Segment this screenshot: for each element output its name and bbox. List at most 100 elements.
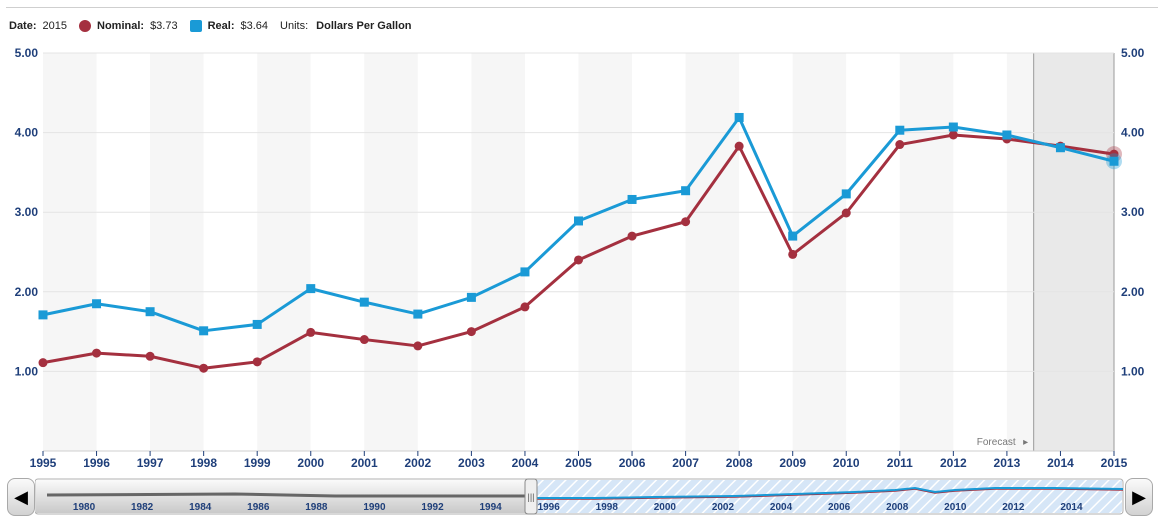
- scroller-tick-label: 2010: [944, 502, 967, 513]
- scroller-tick-label: 1988: [305, 502, 328, 513]
- real-point: [627, 194, 637, 204]
- scroller-tick-label: 1996: [538, 502, 561, 513]
- real-point: [1109, 156, 1119, 166]
- real-point: [895, 125, 905, 135]
- nominal-value: $3.73: [150, 20, 178, 32]
- x-tick-label: 2013: [994, 456, 1021, 470]
- real-label: Real:: [207, 20, 235, 32]
- real-point: [413, 309, 423, 319]
- y-tick-label-left: 2.00: [15, 285, 39, 299]
- year-band: [524, 53, 579, 451]
- real-point: [145, 307, 155, 317]
- scroller-track[interactable]: ||| 1980 1982 1984 1986 1988 1990 1992 1994 1996 1…: [35, 478, 1125, 516]
- scroll-right-button[interactable]: ▶: [1125, 478, 1153, 516]
- y-tick-label-left: 5.00: [15, 46, 39, 60]
- scroll-left-button[interactable]: ◀: [7, 478, 35, 516]
- nominal-point: [681, 217, 691, 227]
- y-axis-right: 1.00 2.00 3.00 4.00 5.00: [1121, 46, 1145, 378]
- year-band: [632, 53, 686, 451]
- x-tick-label: 2005: [565, 456, 592, 470]
- nominal-point: [92, 348, 102, 358]
- nominal-label: Nominal:: [97, 20, 145, 32]
- x-tick-label: 2015: [1101, 456, 1128, 470]
- scroller-tick-label: 1990: [363, 502, 386, 513]
- real-point: [520, 267, 530, 277]
- real-point: [574, 216, 583, 226]
- real-point: [252, 319, 262, 329]
- scroller-preview-real: [535, 486, 1124, 499]
- year-band: [899, 53, 954, 451]
- real-point: [681, 186, 691, 196]
- x-tick-label: 2003: [458, 456, 485, 470]
- year-band: [685, 53, 740, 451]
- y-tick-label-right: 2.00: [1121, 285, 1145, 299]
- year-band: [739, 53, 793, 451]
- nominal-point: [948, 130, 958, 140]
- gridlines: [43, 52, 1114, 452]
- scroller-tick-label: 2004: [770, 502, 793, 513]
- real-point: [199, 326, 209, 336]
- real-point: [92, 299, 102, 309]
- handle-grip-icon: |||: [527, 492, 534, 502]
- real-point: [466, 292, 476, 302]
- x-axis: 1995 1996 1997 1998 1999 2000 2001 2002 2003 2004…: [30, 451, 1128, 470]
- x-tick-label: 2004: [512, 456, 539, 470]
- scroller-tick-label: 1980: [73, 502, 96, 513]
- nominal-point: [199, 363, 209, 373]
- year-band: [417, 53, 472, 451]
- real-point: [734, 112, 744, 122]
- x-tick-label: 2000: [297, 456, 324, 470]
- year-band: [953, 53, 1007, 451]
- y-tick-label-left: 3.00: [15, 205, 39, 219]
- scroller-tick-label: 1986: [247, 502, 270, 513]
- x-tick-label: 2001: [351, 456, 378, 470]
- forecast-shade: [1033, 53, 1114, 451]
- x-tick-label: 2006: [619, 456, 646, 470]
- nominal-point: [252, 357, 262, 367]
- chart-legend: Date: 2015 Nominal: $3.73 Real: $3.64 Un…: [9, 18, 418, 34]
- y-tick-label-right: 4.00: [1121, 126, 1145, 140]
- x-tick-label: 2002: [404, 456, 431, 470]
- nominal-point: [306, 327, 316, 337]
- time-scroller[interactable]: ◀ ||| 1980 1982 1984 1986 1988 1990 1992 1994 199…: [7, 478, 1153, 516]
- arrow-right-icon: ▶: [1132, 486, 1146, 507]
- x-tick-label: 2010: [833, 456, 860, 470]
- nominal-point: [466, 327, 476, 337]
- forecast-arrow-icon: ▸: [1023, 437, 1028, 448]
- year-band: [310, 53, 365, 451]
- year-band: [471, 53, 525, 451]
- year-band: [792, 53, 847, 451]
- year-band: [43, 53, 97, 451]
- real-point: [38, 310, 48, 320]
- nominal-point: [38, 358, 48, 368]
- x-tick-label: 2007: [672, 456, 699, 470]
- gas-price-line-chart[interactable]: Forecast ▸ 1.00 2.00 3.00 4.00 5.00 1.00 2.00 3…: [0, 0, 1159, 475]
- year-band: [364, 53, 418, 451]
- y-tick-label-left: 4.00: [15, 126, 39, 140]
- scroller-tick-label: 2012: [1002, 502, 1025, 513]
- nominal-point: [895, 140, 905, 150]
- top-divider: [6, 7, 1158, 8]
- series-lines: [38, 112, 1122, 373]
- year-band: [150, 53, 204, 451]
- scroller-preview-unselected: [46, 492, 525, 498]
- forecast-region: Forecast ▸: [977, 53, 1115, 451]
- y-axis-left: 1.00 2.00 3.00 4.00 5.00: [15, 46, 39, 378]
- year-band: [846, 53, 900, 451]
- real-point: [948, 122, 958, 132]
- y-tick-label-right: 5.00: [1121, 46, 1145, 60]
- real-point: [359, 297, 369, 307]
- scroller-tick-label: 1994: [479, 502, 502, 513]
- units-label: Units:: [280, 20, 309, 32]
- real-point: [1002, 130, 1012, 140]
- units-value: Dollars Per Gallon: [316, 20, 412, 32]
- scroller-tick-label: 2014: [1060, 502, 1083, 513]
- year-band: [578, 53, 633, 451]
- x-tick-label: 2011: [887, 456, 913, 470]
- nominal-point: [413, 341, 423, 351]
- nominal-point: [1109, 149, 1119, 159]
- x-tick-label: 1997: [137, 456, 164, 470]
- x-tick-label: 1999: [244, 456, 271, 470]
- nominal-point: [734, 141, 744, 151]
- scroller-tick-label: 1984: [189, 502, 212, 513]
